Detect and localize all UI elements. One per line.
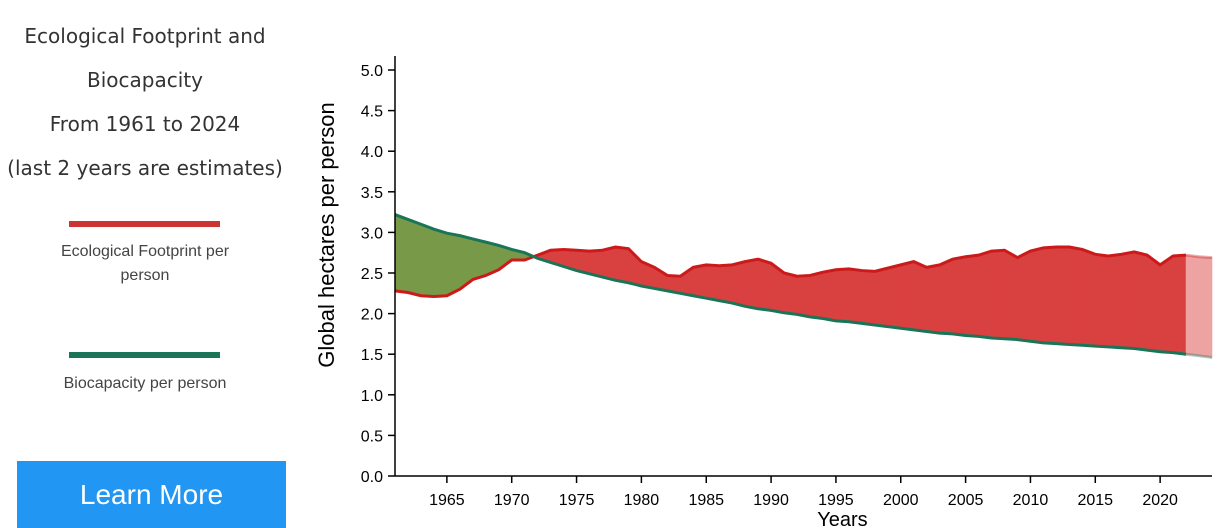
deficit-area-segment: [796, 275, 811, 318]
deficit-area-segment: [1120, 251, 1135, 349]
deficit-area-segment: [744, 258, 759, 310]
biocapacity-line: [394, 213, 1187, 356]
reserve-area-segment: [472, 238, 487, 280]
reserve-area-segment: [420, 223, 435, 297]
deficit-area-segment: [1082, 249, 1096, 347]
y-tick-label: 2.0: [361, 307, 383, 324]
x-tick-label: 2010: [1013, 492, 1049, 509]
y-tick-label: 0.5: [361, 428, 383, 445]
deficit-area-segment: [900, 261, 915, 331]
deficit-area-segment: [1107, 253, 1122, 349]
reserve-area-segment: [407, 218, 422, 297]
x-tick-label: 2015: [1077, 492, 1113, 509]
y-tick-label: 4.5: [361, 104, 383, 121]
deficit-area-segment: [1133, 251, 1148, 351]
y-tick-label: 5.0: [361, 63, 383, 80]
deficit-area-segment: [874, 267, 889, 327]
chart-lines: [394, 213, 1213, 359]
x-tick-label: 1990: [753, 492, 789, 509]
deficit-area-segment: [835, 268, 850, 323]
deficit-area-segment: [861, 270, 876, 326]
y-tick-label: 1.0: [361, 388, 383, 405]
deficit-area-segment: [718, 264, 733, 304]
reserve-area-segment: [433, 228, 448, 297]
chart-title-line-2: Biocapacity: [87, 68, 203, 92]
x-tick-label: 1980: [624, 492, 660, 509]
deficit-area-segment: [783, 272, 798, 315]
deficit-area-segment: [1056, 246, 1070, 345]
deficit-area-segment: [602, 246, 616, 281]
y-tick-label: 0.0: [361, 469, 383, 486]
chart-subtitle-estimates: (last 2 years are estimates): [7, 156, 283, 180]
chart-areas: [394, 214, 1213, 358]
x-tick-label: 1985: [688, 492, 724, 509]
deficit-area-segment: [965, 254, 979, 337]
deficit-area-segment: [952, 256, 966, 336]
y-tick-label: 1.5: [361, 347, 383, 364]
deficit-area-segment: [1185, 254, 1200, 357]
deficit-area-segment: [1004, 249, 1018, 340]
deficit-area-segment: [939, 258, 953, 335]
legend-swatch-biocapacity: [69, 352, 220, 358]
y-axis-title: Global hectares per person: [314, 102, 339, 367]
legend-label-biocapacity: Biocapacity per person: [63, 375, 227, 392]
y-tick-label: 3.0: [361, 225, 383, 242]
deficit-area-segment: [731, 261, 746, 307]
x-tick-label: 1970: [494, 492, 530, 509]
deficit-area-segment: [913, 261, 928, 332]
chart-axes: 0.0 0.5 1.0 1.5 2.0 2.5 3.0 3.5 4.0 4.5 5.0 1965 197…: [361, 56, 1212, 509]
legend-swatch-footprint: [69, 221, 220, 227]
deficit-area-segment: [757, 258, 772, 311]
deficit-area-segment: [1159, 255, 1174, 353]
biocapacity-line-estimate: [1185, 352, 1213, 359]
chart-subtitle-years: From 1961 to 2024: [49, 112, 241, 136]
deficit-area-segment: [1198, 256, 1213, 358]
deficit-area-segment: [848, 268, 863, 324]
y-tick-label: 4.0: [361, 144, 383, 161]
learn-more-button[interactable]: Learn More: [17, 461, 286, 528]
deficit-area-segment: [1172, 254, 1187, 355]
deficit-area-segment: [978, 250, 992, 339]
deficit-area-segment: [615, 246, 629, 284]
deficit-area-segment: [1069, 246, 1083, 346]
y-tick-label: 2.5: [361, 266, 383, 283]
deficit-area-segment: [1043, 246, 1057, 344]
x-tick-label: 2005: [948, 492, 984, 509]
x-tick-label: 1975: [559, 492, 595, 509]
deficit-area-segment: [887, 264, 902, 329]
x-axis-title: Years: [817, 509, 867, 528]
deficit-area-segment: [705, 264, 720, 301]
deficit-area-segment: [1094, 253, 1109, 348]
legend-label-footprint: Ecological Footprint per person: [60, 243, 230, 284]
x-tick-label: 1995: [818, 492, 854, 509]
deficit-area-segment: [991, 249, 1005, 340]
deficit-area-segment: [926, 264, 940, 334]
reserve-area-segment: [394, 214, 409, 293]
deficit-area-segment: [1017, 250, 1031, 342]
chart-title-line-1: Ecological Footprint and: [24, 24, 266, 48]
deficit-area-segment: [809, 271, 824, 319]
deficit-area-segment: [692, 264, 707, 299]
deficit-area-segment: [822, 269, 837, 322]
deficit-area-segment: [1030, 247, 1044, 344]
x-tick-label: 2020: [1142, 492, 1178, 509]
footprint-line-estimate: [1185, 253, 1213, 260]
reserve-area-segment: [446, 232, 461, 297]
sidebar: Ecological Footprint and Biocapacity Fro…: [0, 0, 290, 528]
x-tick-label: 1965: [429, 492, 465, 509]
footprint-line: [394, 245, 1187, 299]
y-tick-label: 3.5: [361, 185, 383, 202]
deficit-area-segment: [1146, 254, 1161, 353]
x-tick-label: 2000: [883, 492, 919, 509]
